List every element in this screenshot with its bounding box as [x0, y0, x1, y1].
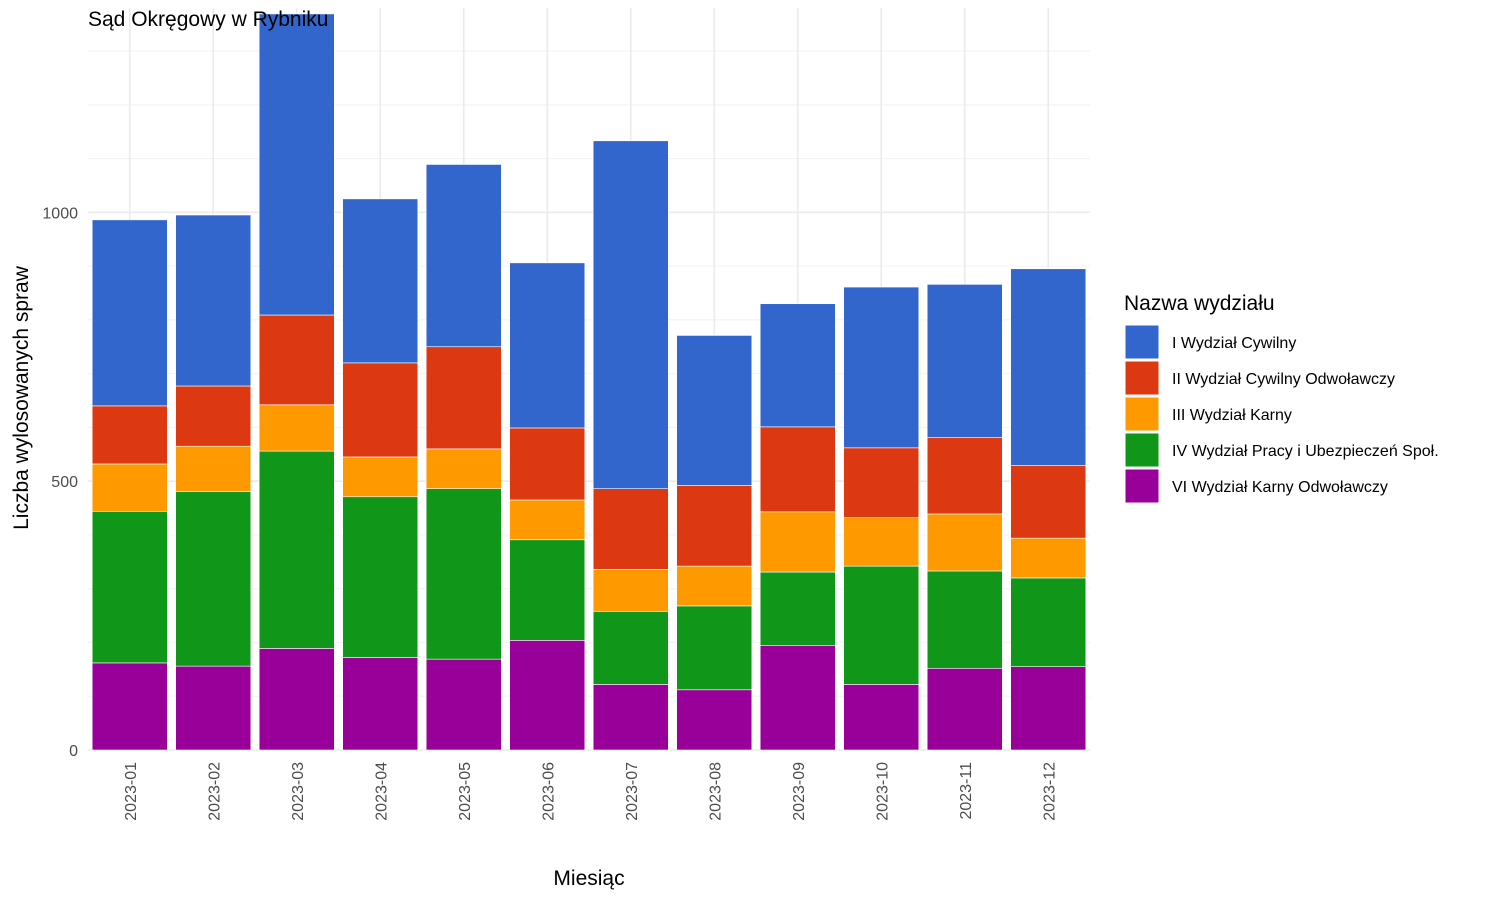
bar-segment	[1010, 537, 1087, 579]
x-tick-label: 2023-12	[1041, 762, 1058, 821]
bar-segment	[592, 488, 669, 570]
legend-key	[1124, 360, 1160, 396]
bar-segment	[1010, 666, 1087, 751]
bar-segment	[342, 657, 419, 751]
bar-segment	[425, 164, 502, 348]
bar-segment	[91, 405, 168, 465]
bar-segment	[926, 667, 1003, 751]
bar-segment	[1010, 465, 1087, 539]
bar-segment	[175, 214, 252, 387]
bar-segment	[425, 658, 502, 751]
bar-segment	[759, 645, 836, 751]
bar-segment	[258, 314, 335, 406]
bar-segment	[926, 437, 1003, 515]
bar-segment	[676, 335, 753, 486]
bar-segment	[676, 485, 753, 567]
bar-segment	[91, 219, 168, 407]
x-tick-label: 2023-02	[206, 762, 223, 821]
bar-segment	[759, 426, 836, 513]
legend-label: II Wydział Cywilny Odwoławczy	[1172, 371, 1395, 388]
bar-segment	[509, 539, 586, 641]
bar-segment	[258, 404, 335, 452]
x-tick-label: 2023-07	[624, 762, 641, 821]
x-tick-label: 2023-10	[874, 762, 891, 821]
legend-label: VI Wydział Karny Odwoławczy	[1172, 479, 1388, 496]
bar-segment	[592, 610, 669, 685]
bar-segment	[509, 499, 586, 541]
bar-segment	[175, 665, 252, 751]
bar-segment	[676, 689, 753, 751]
y-tick-label: 1000	[42, 205, 78, 222]
bar-segment	[926, 570, 1003, 669]
bar-segment	[91, 510, 168, 664]
bar-segment	[759, 571, 836, 646]
x-tick-label: 2023-03	[290, 762, 307, 821]
bar-segment	[676, 605, 753, 691]
legend-key	[1124, 324, 1160, 360]
bars	[91, 13, 1087, 751]
x-axis-title: Miesiąc	[553, 867, 624, 890]
legend-title: Nazwa wydziału	[1124, 292, 1275, 315]
bar-segment	[843, 684, 920, 751]
axes: 0 500 1000 2023-01 2023-02 2023-03 2023-04 2023…	[42, 205, 1058, 820]
bar-segment	[843, 517, 920, 567]
x-tick-label: 2023-01	[123, 762, 140, 821]
y-tick-label: 0	[69, 743, 78, 760]
y-tick-label: 500	[51, 474, 78, 491]
bar-segment	[258, 648, 335, 751]
legend-items: I Wydział Cywilny II Wydział Cywilny Odwo…	[1124, 324, 1439, 504]
bar-segment	[926, 284, 1003, 438]
chart-title: Sąd Okręgowy w Rybniku	[88, 8, 328, 31]
bar-segment	[509, 640, 586, 751]
bar-segment	[509, 427, 586, 501]
bar-segment	[425, 448, 502, 489]
bar-segment	[91, 463, 168, 512]
legend-key	[1124, 396, 1160, 432]
y-axis-title: Liczba wylosowanych spraw	[10, 265, 33, 530]
bar-segment	[175, 445, 252, 492]
bar-segment	[592, 140, 669, 489]
bar-segment	[592, 569, 669, 612]
bar-segment	[91, 662, 168, 751]
x-tick-label: 2023-06	[540, 762, 557, 821]
legend-label: IV Wydział Pracy i Ubezpieczeń Społ.	[1172, 443, 1439, 460]
bar-segment	[258, 13, 335, 316]
bar-segment	[843, 447, 920, 519]
bar-segment	[342, 456, 419, 498]
x-tick-label: 2023-11	[958, 762, 975, 820]
legend-label: I Wydział Cywilny	[1172, 335, 1296, 352]
legend: Nazwa wydziału I Wydział Cywilny II Wydzi…	[1124, 292, 1439, 504]
x-tick-label: 2023-04	[373, 762, 390, 821]
x-tick-label: 2023-08	[707, 762, 724, 821]
bar-segment	[425, 488, 502, 660]
bar-segment	[342, 496, 419, 658]
bar-segment	[1010, 577, 1087, 667]
bar-segment	[843, 565, 920, 685]
bar-segment	[175, 491, 252, 667]
bar-segment	[1010, 268, 1087, 466]
bar-segment	[676, 565, 753, 607]
bar-segment	[342, 198, 419, 364]
x-tick-label: 2023-09	[791, 762, 808, 821]
x-tick-label: 2023-05	[457, 762, 474, 821]
bar-segment	[425, 346, 502, 450]
legend-key	[1124, 432, 1160, 468]
bar-segment	[843, 286, 920, 449]
bar-segment	[759, 511, 836, 573]
bar-segment	[759, 303, 836, 428]
bar-segment	[175, 385, 252, 447]
legend-key	[1124, 468, 1160, 504]
bar-segment	[592, 684, 669, 751]
bar-segment	[258, 450, 335, 649]
bar-segment	[342, 362, 419, 458]
legend-label: III Wydział Karny	[1172, 407, 1292, 424]
bar-segment	[926, 513, 1003, 572]
bar-segment	[509, 262, 586, 429]
